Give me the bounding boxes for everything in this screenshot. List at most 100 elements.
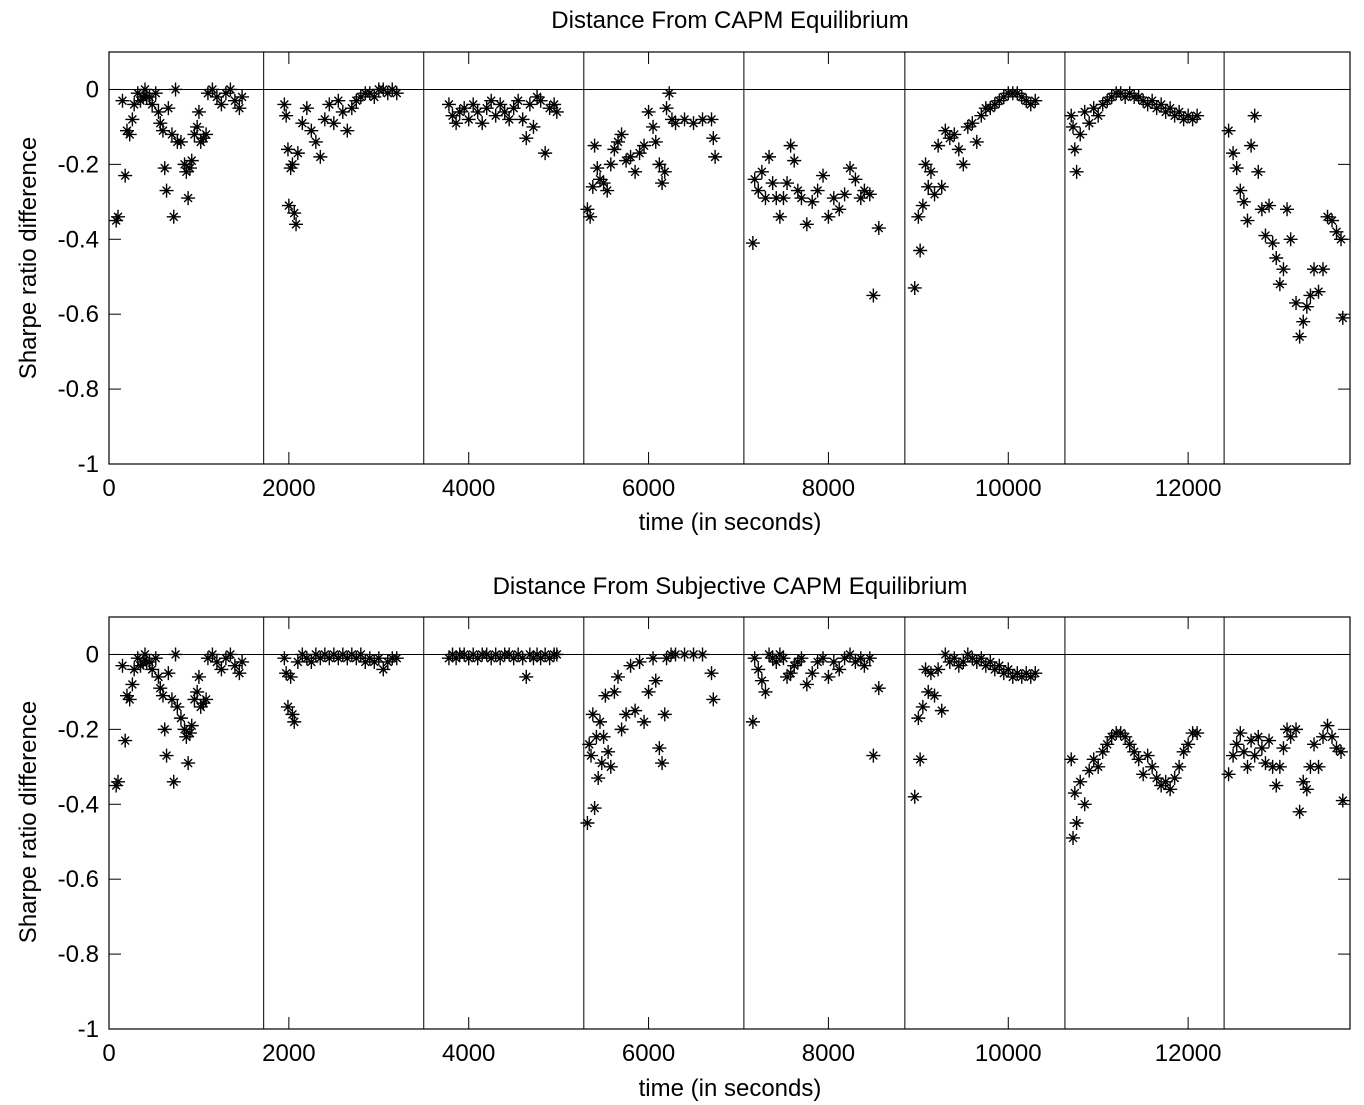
data-point [866,288,881,303]
data-point [1307,262,1322,277]
data-point [745,714,760,729]
data-point [182,161,197,176]
data-point [843,647,858,662]
data-point [1127,744,1142,759]
data-point [1069,816,1084,830]
data-point [1229,161,1244,176]
x-tick-label: 12000 [1155,475,1222,502]
data-point [380,86,395,101]
data-point [497,104,512,119]
data-point [209,89,224,104]
data-point [1023,669,1038,684]
x-tick-label: 4000 [442,475,495,502]
data-point [1247,748,1262,763]
data-point [583,209,598,224]
data-point [153,681,168,696]
data-point [1311,759,1326,774]
data-point [646,119,661,134]
data-point [857,183,872,198]
data-point [542,651,557,666]
data-point [133,93,148,108]
data-point [969,134,984,149]
data-point [983,654,998,669]
data-point [200,86,215,101]
data-point [173,711,188,726]
data-point [1028,93,1043,108]
data-point [218,86,233,101]
data-point [1176,112,1191,127]
data-point [913,752,928,767]
data-point [190,119,205,134]
data-point [1316,262,1331,277]
data-point [488,647,503,662]
data-point [235,654,250,669]
data-point [610,134,625,149]
data-point [848,654,863,669]
data-point [344,101,359,116]
data-point [358,654,373,669]
y-tick-label: -0.4 [58,791,99,818]
data-point [598,688,613,703]
data-point [299,651,314,666]
data-point [280,142,295,157]
data-point [708,149,723,164]
data-point [511,647,526,662]
data-point [1091,759,1106,774]
data-point [118,733,133,748]
data-point [978,658,993,673]
data-point [857,658,872,673]
data-point [125,677,140,692]
data-point [816,651,831,666]
data-point [522,97,537,112]
data-point [1276,741,1291,756]
data-point [580,816,595,830]
data-point [184,718,199,733]
data-point [295,647,310,662]
data-point [1292,329,1307,344]
data-point [159,748,174,763]
data-point [637,714,652,729]
data-point [166,209,181,224]
data-point [794,651,809,666]
data-point [951,658,966,673]
data-point [783,138,798,153]
data-point [637,138,652,153]
data-point [927,187,942,202]
x-tick-label: 0 [102,1040,115,1067]
data-point [475,116,490,131]
data-point [173,134,188,149]
data-point [317,112,332,127]
x-tick-label: 10000 [975,475,1042,502]
data-point [340,123,355,138]
data-point [987,97,1002,112]
data-point [335,104,350,119]
data-point [765,176,780,191]
data-point [1140,97,1155,112]
data-point [992,93,1007,108]
data-point [772,209,787,224]
data-point [907,280,922,295]
data-point [747,172,762,187]
data-point [470,104,485,119]
data-point [805,194,820,209]
data-point [199,692,214,707]
data-point [466,647,481,662]
x-tick-label: 6000 [622,475,675,502]
data-point [380,654,395,669]
data-point [662,86,677,101]
data-point [1086,101,1101,116]
data-point [304,123,319,138]
x-tick-label: 6000 [622,1040,675,1067]
data-point [515,112,530,127]
data-point [1276,262,1291,277]
data-point [614,127,629,142]
data-point [441,97,456,112]
x-tick-label: 2000 [262,1040,315,1067]
data-point [1233,726,1248,741]
data-point [706,692,721,707]
data-point [686,116,701,131]
data-point [1320,209,1335,224]
data-point [470,651,485,666]
data-point [1280,202,1295,217]
